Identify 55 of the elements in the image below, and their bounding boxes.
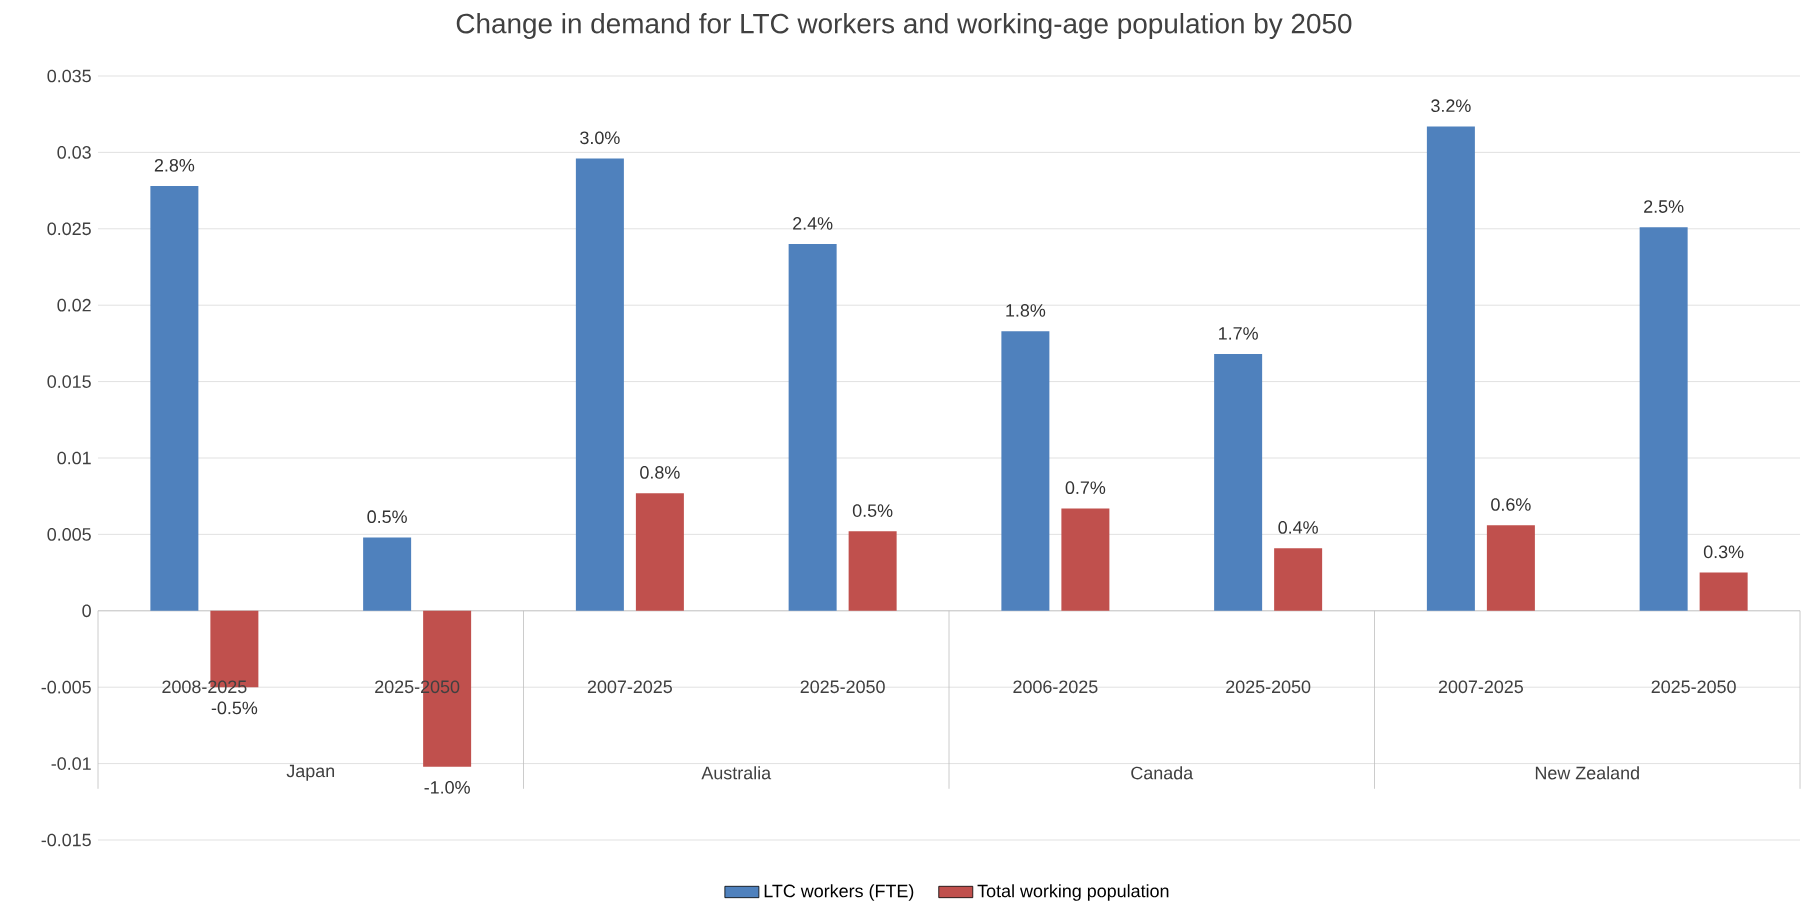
data-label: 0.5% bbox=[367, 510, 407, 524]
data-label: 0.6% bbox=[1491, 498, 1531, 511]
data-label: 0.3% bbox=[1703, 545, 1744, 559]
x-tick-label: 2025-2050 bbox=[800, 680, 885, 694]
y-tick-label: 0.01 bbox=[57, 451, 91, 465]
bar bbox=[150, 186, 199, 611]
y-tick-label: 0 bbox=[82, 604, 91, 618]
y-tick-label: -0.015 bbox=[41, 833, 91, 847]
legend-label: LTC workers (FTE) bbox=[764, 884, 914, 901]
chart-title: Change in demand for LTC workers and working-age population by 2050 bbox=[456, 12, 1352, 39]
y-tick-label: 0.03 bbox=[57, 146, 91, 159]
y-tick-label: -0.01 bbox=[51, 757, 91, 770]
x-tick-label: 2008-2025 bbox=[162, 680, 247, 694]
data-label: 2.8% bbox=[154, 158, 195, 172]
bar bbox=[1486, 525, 1535, 611]
y-tick-label: 0.035 bbox=[47, 69, 91, 83]
x-tick-label: 2007-2025 bbox=[587, 680, 672, 694]
y-tick-label: 0.02 bbox=[57, 298, 91, 312]
bar bbox=[363, 537, 412, 611]
bar bbox=[1699, 572, 1748, 611]
bar bbox=[788, 244, 837, 611]
annotation: New Zealand bbox=[1535, 766, 1639, 780]
bar bbox=[575, 158, 624, 611]
data-label: 0.7% bbox=[1065, 481, 1106, 495]
y-tick-label: 0.025 bbox=[47, 222, 91, 236]
data-label: 2.5% bbox=[1644, 200, 1684, 213]
data-label: 0.4% bbox=[1278, 521, 1318, 534]
y-tick-label: -0.005 bbox=[41, 680, 91, 694]
x-tick-label: 2025-2050 bbox=[1226, 680, 1311, 694]
bar bbox=[1274, 548, 1323, 611]
bar bbox=[1639, 227, 1688, 611]
x-tick-label: 2025-2050 bbox=[1651, 680, 1736, 694]
annotation: Australia bbox=[701, 766, 772, 780]
data-label: 0.8% bbox=[640, 466, 680, 479]
annotation: Japan bbox=[286, 764, 335, 781]
y-tick-label: 0.005 bbox=[47, 528, 91, 541]
data-label: -0.5% bbox=[211, 701, 258, 715]
bar bbox=[1214, 354, 1263, 611]
y-tick-label: 0.015 bbox=[47, 375, 91, 388]
bar bbox=[848, 531, 897, 611]
bar bbox=[635, 493, 684, 611]
data-label: 3.2% bbox=[1431, 99, 1471, 113]
bar bbox=[1426, 126, 1475, 611]
x-tick-label: 2006-2025 bbox=[1013, 680, 1098, 694]
x-tick-label: 2007-2025 bbox=[1438, 680, 1523, 694]
legend-label: Total working population bbox=[977, 884, 1169, 901]
bar bbox=[1001, 331, 1050, 611]
data-label: 3.0% bbox=[580, 131, 620, 145]
bar bbox=[1061, 508, 1110, 611]
data-label: 1.7% bbox=[1219, 327, 1258, 340]
data-label: 0.5% bbox=[852, 504, 893, 517]
data-label: -1.0% bbox=[424, 781, 470, 794]
annotation: Canada bbox=[1131, 766, 1194, 780]
data-label: 2.4% bbox=[793, 217, 833, 230]
data-label: 1.8% bbox=[1006, 304, 1046, 317]
